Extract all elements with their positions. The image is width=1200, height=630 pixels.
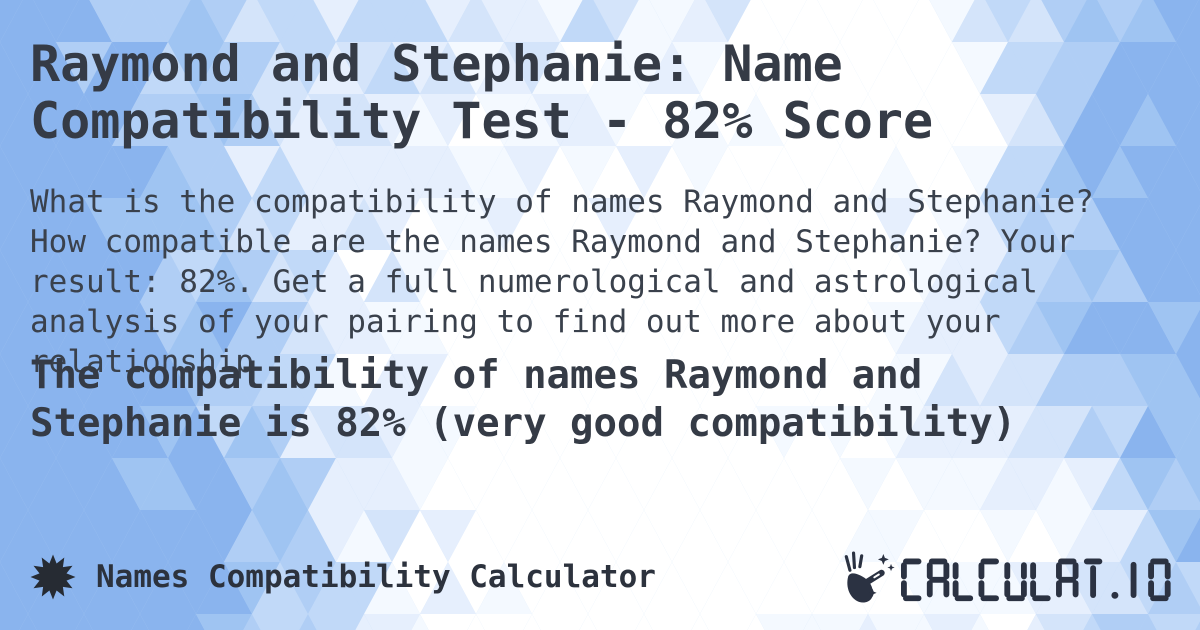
starburst-icon xyxy=(30,554,76,600)
calculator-name-label: Names Compatibility Calculator xyxy=(96,559,656,595)
page-title: Raymond and Stephanie: Name Compatibilit… xyxy=(30,35,934,150)
result-subtitle: The compatibility of names Raymond and S… xyxy=(30,353,1017,446)
description-text: What is the compatibility of names Raymo… xyxy=(30,184,1094,380)
magic-wand-icon xyxy=(844,551,895,603)
footer-branding: Names Compatibility Calculator xyxy=(30,552,656,602)
calculatio-logo-text xyxy=(901,557,1171,601)
calculatio-logo xyxy=(840,546,1174,614)
